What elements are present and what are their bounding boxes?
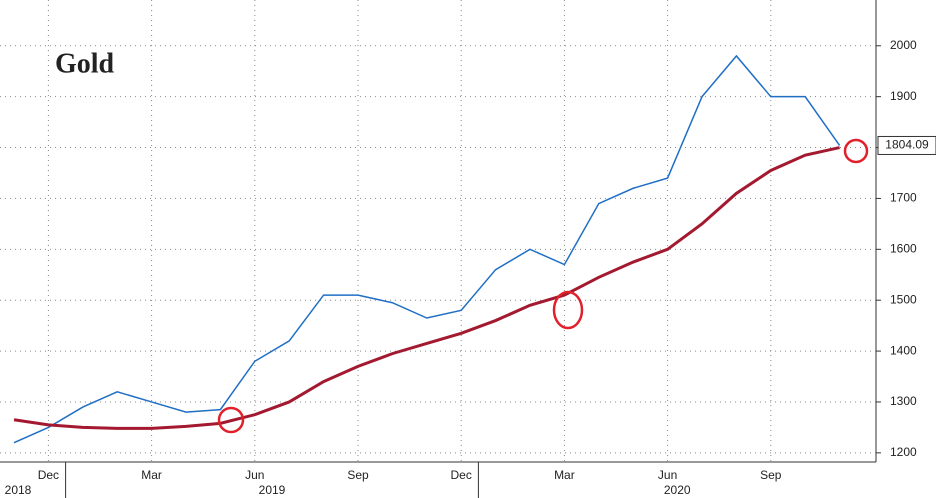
year-label: 2019	[259, 483, 286, 497]
last-value-box	[877, 135, 936, 155]
x-tick-label: Mar	[554, 468, 575, 482]
y-tick-label: 1700	[890, 191, 917, 205]
year-label: 2018	[5, 483, 32, 497]
year-label: 2020	[664, 483, 691, 497]
x-tick-label: Dec	[451, 468, 472, 482]
y-tick-label: 1200	[890, 445, 917, 459]
x-tick-label: Jun	[245, 468, 264, 482]
y-tick-label: 1300	[890, 394, 917, 408]
y-tick-label: 2000	[890, 38, 917, 52]
x-tick-label: Sep	[347, 468, 369, 482]
highlight-circle	[217, 406, 245, 434]
y-tick-label: 1500	[890, 292, 917, 306]
x-tick-label: Mar	[141, 468, 162, 482]
x-tick-label: Sep	[760, 468, 782, 482]
x-tick-label: Dec	[38, 468, 59, 482]
highlight-circle	[552, 290, 584, 330]
y-tick-label: 1600	[890, 241, 917, 255]
last-value-label: 1804.09	[885, 138, 929, 152]
chart-title: Gold	[55, 48, 115, 79]
x-tick-label: Jun	[658, 468, 677, 482]
y-tick-label: 1900	[890, 89, 917, 103]
line	[13, 54, 841, 444]
line	[13, 146, 840, 430]
y-tick-label: 1400	[890, 343, 917, 357]
highlight-circle	[843, 138, 869, 164]
